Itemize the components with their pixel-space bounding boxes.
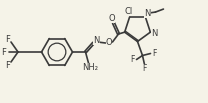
Text: F: F xyxy=(2,47,6,57)
Text: F: F xyxy=(6,35,10,43)
Text: Cl: Cl xyxy=(124,7,133,16)
Text: F: F xyxy=(130,55,135,64)
Text: F: F xyxy=(152,49,157,58)
Text: F: F xyxy=(142,64,147,73)
Text: O: O xyxy=(109,14,115,23)
Text: F: F xyxy=(6,60,10,70)
Text: N: N xyxy=(93,36,100,44)
Text: O: O xyxy=(106,37,112,46)
Text: N: N xyxy=(151,29,157,38)
Text: NH₂: NH₂ xyxy=(83,63,99,72)
Text: N: N xyxy=(144,9,151,18)
